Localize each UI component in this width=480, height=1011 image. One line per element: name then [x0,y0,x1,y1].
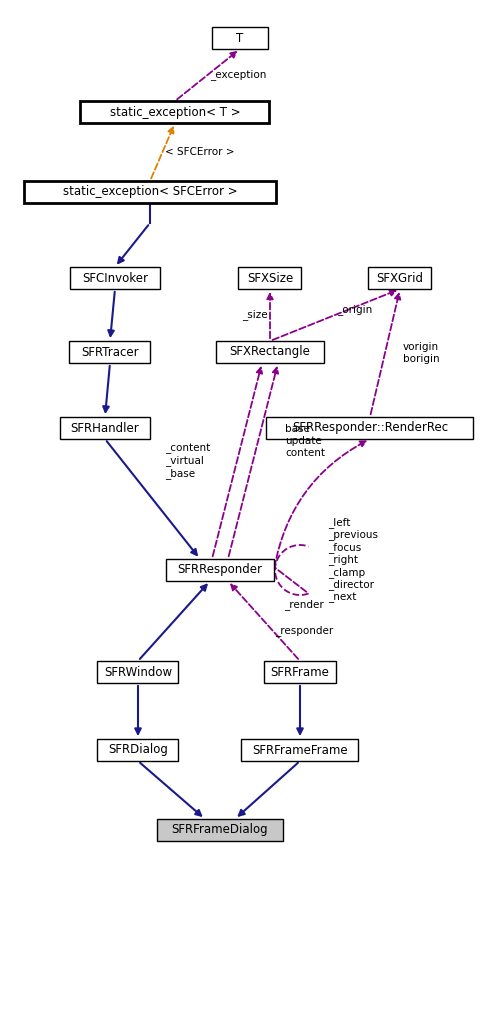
Bar [212,27,267,49]
Text: _exception: _exception [210,70,266,81]
Text: SFRFrame: SFRFrame [270,665,329,678]
Bar [70,267,160,289]
Text: SFRTracer: SFRTracer [81,346,139,359]
Text: static_exception< T >: static_exception< T > [109,105,240,118]
Bar [368,267,431,289]
Bar [264,661,336,683]
Text: < SFCError >: < SFCError > [165,147,235,157]
Text: SFXGrid: SFXGrid [376,272,422,284]
Text: static_exception< SFCError >: static_exception< SFCError > [62,185,237,198]
Text: T: T [236,31,243,44]
Bar [166,559,274,581]
Text: _origin: _origin [336,304,372,315]
Bar [238,267,301,289]
Text: _content
_virtual
_base: _content _virtual _base [165,443,210,479]
Text: SFRDialog: SFRDialog [108,743,168,756]
Bar [156,819,282,841]
Bar [80,101,269,123]
Bar [97,739,178,761]
Bar [69,341,150,363]
Text: _render: _render [283,600,323,611]
Bar [24,181,276,203]
Text: SFRFrameFrame: SFRFrameFrame [252,743,347,756]
Text: _size: _size [242,309,267,320]
Text: SFRWindow: SFRWindow [104,665,172,678]
Bar [97,661,178,683]
Bar [216,341,324,363]
Text: vorigin
borigin: vorigin borigin [402,342,439,364]
Text: base
update
content: base update content [285,425,324,458]
Bar [60,417,150,439]
Text: _responder: _responder [275,626,333,637]
Text: SFCInvoker: SFCInvoker [82,272,148,284]
Text: SFRResponder: SFRResponder [177,563,262,576]
Text: SFXRectangle: SFXRectangle [229,346,310,359]
Bar [241,739,358,761]
Text: SFRHandler: SFRHandler [71,422,139,435]
Bar [266,417,472,439]
Text: _left
_previous
_focus
_right
_clamp
_director
_next: _left _previous _focus _right _clamp _di… [327,517,377,603]
Text: SFRFrameDialog: SFRFrameDialog [171,824,268,836]
Text: SFXSize: SFXSize [246,272,292,284]
Text: SFRResponder::RenderRec: SFRResponder::RenderRec [291,422,447,435]
